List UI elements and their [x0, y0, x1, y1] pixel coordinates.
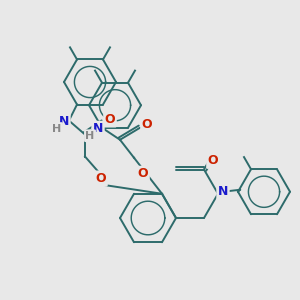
Text: N: N: [93, 122, 103, 135]
Text: O: O: [96, 172, 106, 185]
Text: N: N: [59, 115, 69, 128]
Text: N: N: [218, 185, 228, 198]
Text: O: O: [142, 118, 152, 131]
Text: O: O: [208, 154, 218, 167]
Text: H: H: [52, 124, 62, 134]
Text: H: H: [85, 131, 94, 141]
Text: O: O: [138, 167, 148, 180]
Text: O: O: [105, 113, 115, 126]
